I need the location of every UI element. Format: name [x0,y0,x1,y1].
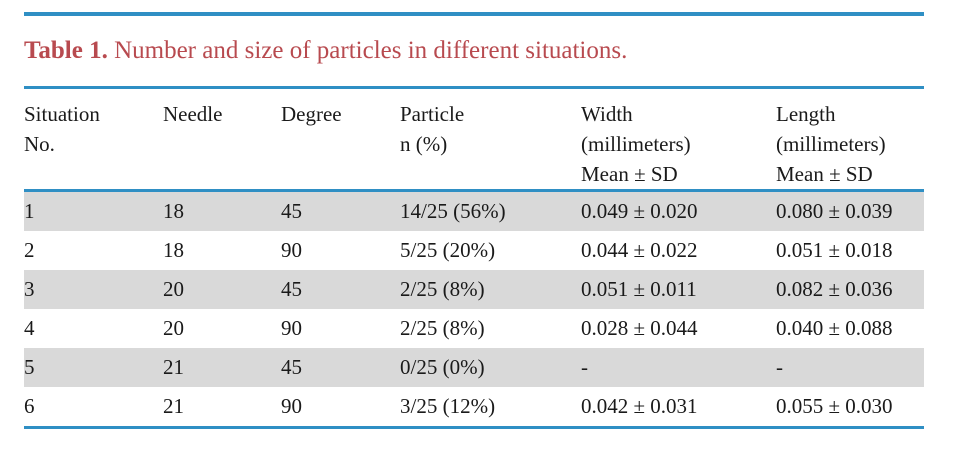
cell-degree: 45 [281,348,400,387]
particle-table: Situation No. Needle Degree Particle n (%) Wid… [24,89,924,429]
header-situation-line: No. [24,132,55,156]
cell-length: 0.082 ± 0.036 [776,270,924,309]
header-particle-line: n (%) [400,132,448,156]
table-row: 3 20 45 2/25 (8%) 0.051 ± 0.011 0.082 ± 0.036 [24,270,924,309]
cell-situation: 3 [24,270,163,309]
caption-rule [24,86,924,89]
header-length-line: (millimeters) [776,132,886,156]
header-degree: Degree [281,89,400,191]
cell-length: 0.040 ± 0.088 [776,309,924,348]
cell-situation: 1 [24,190,163,231]
cell-length: 0.080 ± 0.039 [776,190,924,231]
header-width-line: (millimeters) [581,132,691,156]
cell-needle: 20 [163,309,281,348]
cell-situation: 6 [24,387,163,428]
cell-particle: 14/25 (56%) [400,190,581,231]
cell-width: 0.051 ± 0.011 [581,270,776,309]
table-row: 2 18 90 5/25 (20%) 0.044 ± 0.022 0.051 ± 0.01… [24,231,924,270]
header-particle-line: Particle [400,102,465,126]
caption-text: Number and size of particles in differen… [114,37,628,64]
cell-width: - [581,348,776,387]
particle-table-container: Table 1. Number and size of particles in… [24,12,924,429]
cell-width: 0.049 ± 0.020 [581,190,776,231]
table-row: 4 20 90 2/25 (8%) 0.028 ± 0.044 0.040 ± 0.088 [24,309,924,348]
cell-particle: 5/25 (20%) [400,231,581,270]
cell-width: 0.028 ± 0.044 [581,309,776,348]
cell-degree: 45 [281,190,400,231]
header-degree-line: Degree [281,102,342,126]
cell-width: 0.044 ± 0.022 [581,231,776,270]
table-body: 1 18 45 14/25 (56%) 0.049 ± 0.020 0.080 ± 0.0… [24,190,924,428]
cell-degree: 90 [281,231,400,270]
caption-label: Table 1. [24,37,108,64]
top-rule [24,12,924,16]
cell-length: - [776,348,924,387]
header-situation: Situation No. [24,89,163,191]
cell-needle: 21 [163,387,281,428]
cell-situation: 2 [24,231,163,270]
cell-particle: 3/25 (12%) [400,387,581,428]
header-width: Width (millimeters) Mean ± SD [581,89,776,191]
header-length-line: Mean ± SD [776,162,873,186]
table-row: 6 21 90 3/25 (12%) 0.042 ± 0.031 0.055 ± 0.03… [24,387,924,428]
cell-particle: 2/25 (8%) [400,309,581,348]
cell-particle: 0/25 (0%) [400,348,581,387]
header-length: Length (millimeters) Mean ± SD [776,89,924,191]
header-needle: Needle [163,89,281,191]
table-row: 5 21 45 0/25 (0%) - - [24,348,924,387]
header-particle: Particle n (%) [400,89,581,191]
header-length-line: Length [776,102,836,126]
cell-degree: 90 [281,309,400,348]
cell-needle: 18 [163,231,281,270]
cell-length: 0.055 ± 0.030 [776,387,924,428]
header-width-line: Width [581,102,633,126]
cell-situation: 4 [24,309,163,348]
header-needle-line: Needle [163,102,223,126]
cell-width: 0.042 ± 0.031 [581,387,776,428]
cell-needle: 20 [163,270,281,309]
cell-degree: 45 [281,270,400,309]
cell-situation: 5 [24,348,163,387]
table-row: 1 18 45 14/25 (56%) 0.049 ± 0.020 0.080 ± 0.0… [24,190,924,231]
header-situation-line: Situation [24,102,100,126]
table-caption: Table 1. Number and size of particles in… [24,16,924,86]
cell-needle: 21 [163,348,281,387]
header-row: Situation No. Needle Degree Particle n (%) Wid… [24,89,924,191]
cell-degree: 90 [281,387,400,428]
cell-needle: 18 [163,190,281,231]
header-width-line: Mean ± SD [581,162,678,186]
cell-length: 0.051 ± 0.018 [776,231,924,270]
cell-particle: 2/25 (8%) [400,270,581,309]
